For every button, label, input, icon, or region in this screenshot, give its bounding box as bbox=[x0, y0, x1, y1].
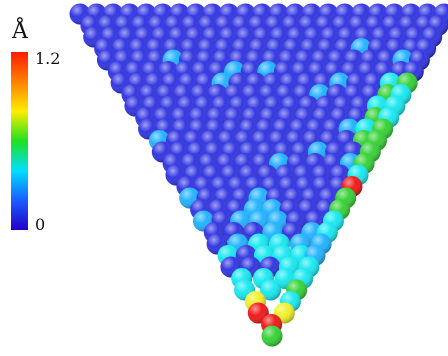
colorbar-max-label: 1.2 bbox=[35, 49, 60, 68]
atom-triangle bbox=[69, 3, 448, 347]
atom-shading bbox=[261, 325, 283, 347]
colorbar-unit-label: Å bbox=[11, 16, 29, 44]
atom-shading bbox=[260, 279, 282, 301]
colorbar-min-label: 0 bbox=[35, 215, 45, 234]
colorbar-bar bbox=[11, 52, 28, 230]
colorbar: Å 1.2 0 bbox=[11, 16, 60, 234]
